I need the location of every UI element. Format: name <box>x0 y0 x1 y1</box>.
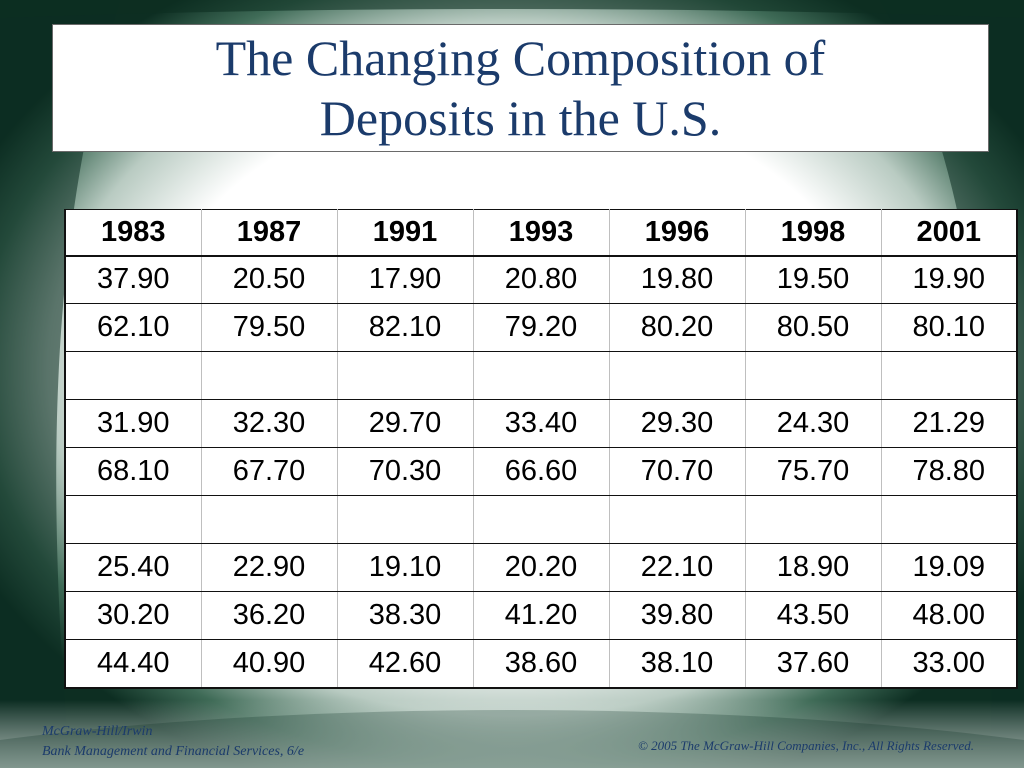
table-cell: 66.60 <box>472 447 610 496</box>
table-row <box>64 495 1018 544</box>
header-cell: 1996 <box>608 209 746 257</box>
table-cell: 19.09 <box>880 543 1018 592</box>
footer-publisher-block: McGraw-Hill/Irwin Bank Management and Fi… <box>42 722 304 762</box>
table-cell: 25.40 <box>64 543 202 592</box>
table-cell: 38.60 <box>472 639 610 688</box>
table-cell: 22.10 <box>608 543 746 592</box>
table-cell: 70.70 <box>608 447 746 496</box>
table-cell: 48.00 <box>880 591 1018 640</box>
table-cell: 42.60 <box>336 639 474 688</box>
table-header-row: 1983 1987 1991 1993 1996 1998 2001 <box>64 209 1018 257</box>
table-cell: 67.70 <box>200 447 338 496</box>
table-cell: 80.10 <box>880 303 1018 352</box>
table-cell: 82.10 <box>336 303 474 352</box>
table-cell <box>336 495 474 544</box>
header-cell: 1998 <box>744 209 882 257</box>
table-cell: 19.80 <box>608 255 746 304</box>
table-row: 68.10 67.70 70.30 66.60 70.70 75.70 78.8… <box>64 447 1018 496</box>
table-cell: 44.40 <box>64 639 202 688</box>
deposits-table-container: 1983 1987 1991 1993 1996 1998 2001 37.90… <box>64 209 1018 689</box>
table-cell <box>472 351 610 400</box>
table-row: 31.90 32.30 29.70 33.40 29.30 24.30 21.2… <box>64 399 1018 448</box>
table-cell <box>200 495 338 544</box>
table-cell: 75.70 <box>744 447 882 496</box>
table-cell: 20.80 <box>472 255 610 304</box>
table-cell: 19.90 <box>880 255 1018 304</box>
header-cell: 1991 <box>336 209 474 257</box>
table-cell: 80.50 <box>744 303 882 352</box>
table-cell <box>200 351 338 400</box>
table-cell: 39.80 <box>608 591 746 640</box>
table-cell: 29.30 <box>608 399 746 448</box>
table-cell: 37.60 <box>744 639 882 688</box>
table-cell <box>472 495 610 544</box>
table-cell <box>744 351 882 400</box>
table-cell: 62.10 <box>64 303 202 352</box>
table-cell: 68.10 <box>64 447 202 496</box>
table-cell: 33.40 <box>472 399 610 448</box>
table-cell: 18.90 <box>744 543 882 592</box>
table-cell <box>880 351 1018 400</box>
table-row: 25.40 22.90 19.10 20.20 22.10 18.90 19.0… <box>64 543 1018 592</box>
table-cell: 41.20 <box>472 591 610 640</box>
slide-title: The Changing Composition of Deposits in … <box>215 30 826 146</box>
table-cell: 43.50 <box>744 591 882 640</box>
table-cell <box>608 495 746 544</box>
header-cell: 1993 <box>472 209 610 257</box>
header-cell: 1983 <box>64 209 202 257</box>
header-cell: 1987 <box>200 209 338 257</box>
table-cell: 78.80 <box>880 447 1018 496</box>
table-cell <box>64 351 202 400</box>
table-row: 62.10 79.50 82.10 79.20 80.20 80.50 80.1… <box>64 303 1018 352</box>
title-box: The Changing Composition of Deposits in … <box>52 24 989 152</box>
deposits-table: 1983 1987 1991 1993 1996 1998 2001 37.90… <box>64 209 1018 689</box>
table-cell: 20.50 <box>200 255 338 304</box>
header-cell: 2001 <box>880 209 1018 257</box>
table-cell: 79.50 <box>200 303 338 352</box>
table-cell <box>744 495 882 544</box>
table-cell: 24.30 <box>744 399 882 448</box>
footer-publisher: McGraw-Hill/Irwin <box>42 724 153 739</box>
footer-copyright: © 2005 The McGraw-Hill Companies, Inc., … <box>637 738 974 753</box>
table-cell: 21.29 <box>880 399 1018 448</box>
table-cell: 32.30 <box>200 399 338 448</box>
table-row: 37.90 20.50 17.90 20.80 19.80 19.50 19.9… <box>64 255 1018 304</box>
table-cell: 36.20 <box>200 591 338 640</box>
table-row: 44.40 40.90 42.60 38.60 38.10 37.60 33.0… <box>64 639 1018 688</box>
table-row <box>64 351 1018 400</box>
table-cell <box>336 351 474 400</box>
table-row: 30.20 36.20 38.30 41.20 39.80 43.50 48.0… <box>64 591 1018 640</box>
table-cell: 31.90 <box>64 399 202 448</box>
table-cell: 70.30 <box>336 447 474 496</box>
table-cell: 19.10 <box>336 543 474 592</box>
table-cell: 22.90 <box>200 543 338 592</box>
table-cell: 37.90 <box>64 255 202 304</box>
table-cell: 38.30 <box>336 591 474 640</box>
table-cell <box>608 351 746 400</box>
table-cell: 80.20 <box>608 303 746 352</box>
table-cell: 17.90 <box>336 255 474 304</box>
table-cell: 38.10 <box>608 639 746 688</box>
table-cell <box>880 495 1018 544</box>
table-cell: 30.20 <box>64 591 202 640</box>
table-cell: 29.70 <box>336 399 474 448</box>
table-cell: 40.90 <box>200 639 338 688</box>
table-cell: 19.50 <box>744 255 882 304</box>
table-cell: 33.00 <box>880 639 1018 688</box>
footer-book-title: Bank Management and Financial Services, … <box>42 744 305 759</box>
table-cell: 20.20 <box>472 543 610 592</box>
table-cell: 79.20 <box>472 303 610 352</box>
table-cell <box>64 495 202 544</box>
